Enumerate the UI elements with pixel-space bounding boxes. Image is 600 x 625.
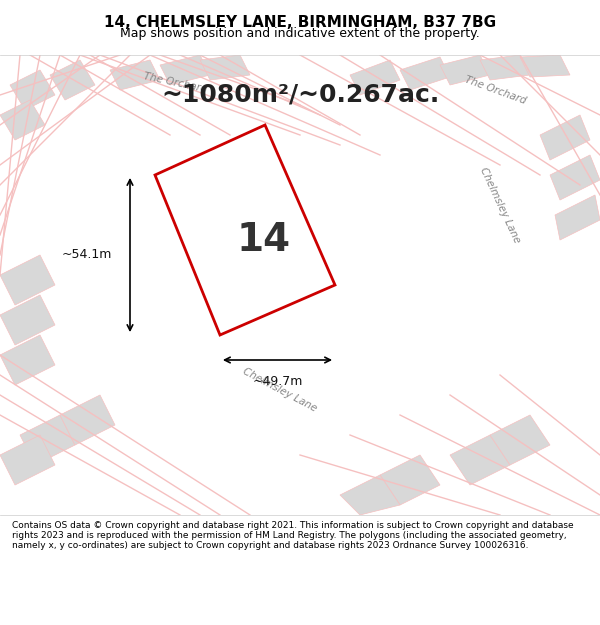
Polygon shape bbox=[490, 415, 550, 465]
Text: Map shows position and indicative extent of the property.: Map shows position and indicative extent… bbox=[120, 27, 480, 39]
Polygon shape bbox=[200, 55, 250, 80]
Text: 14, CHELMSLEY LANE, BIRMINGHAM, B37 7BG: 14, CHELMSLEY LANE, BIRMINGHAM, B37 7BG bbox=[104, 16, 496, 31]
Text: Contains OS data © Crown copyright and database right 2021. This information is : Contains OS data © Crown copyright and d… bbox=[12, 521, 574, 550]
Polygon shape bbox=[20, 415, 75, 465]
Polygon shape bbox=[380, 455, 440, 505]
Polygon shape bbox=[0, 435, 55, 485]
Text: ~54.1m: ~54.1m bbox=[62, 249, 112, 261]
Polygon shape bbox=[50, 60, 95, 100]
Polygon shape bbox=[520, 55, 570, 77]
Polygon shape bbox=[550, 155, 600, 200]
Text: Chelmsley Lane: Chelmsley Lane bbox=[241, 366, 319, 414]
Text: The Orchard: The Orchard bbox=[463, 74, 527, 106]
Polygon shape bbox=[555, 195, 600, 240]
Polygon shape bbox=[440, 55, 490, 85]
Polygon shape bbox=[480, 55, 530, 80]
Polygon shape bbox=[160, 55, 210, 85]
Polygon shape bbox=[0, 335, 55, 385]
Polygon shape bbox=[0, 295, 55, 345]
Polygon shape bbox=[340, 475, 400, 515]
Text: Chelmsley Lane: Chelmsley Lane bbox=[478, 166, 522, 244]
Polygon shape bbox=[450, 435, 510, 485]
Text: 14: 14 bbox=[236, 221, 291, 259]
Polygon shape bbox=[400, 57, 450, 90]
Polygon shape bbox=[0, 100, 45, 140]
Text: ~1080m²/~0.267ac.: ~1080m²/~0.267ac. bbox=[161, 83, 439, 107]
Text: The Orchard: The Orchard bbox=[142, 71, 208, 94]
Polygon shape bbox=[60, 395, 115, 445]
Polygon shape bbox=[540, 115, 590, 160]
Polygon shape bbox=[155, 125, 335, 335]
Polygon shape bbox=[350, 60, 400, 95]
Text: ~49.7m: ~49.7m bbox=[253, 375, 302, 388]
Polygon shape bbox=[0, 255, 55, 305]
Polygon shape bbox=[10, 70, 55, 110]
Polygon shape bbox=[110, 60, 160, 90]
